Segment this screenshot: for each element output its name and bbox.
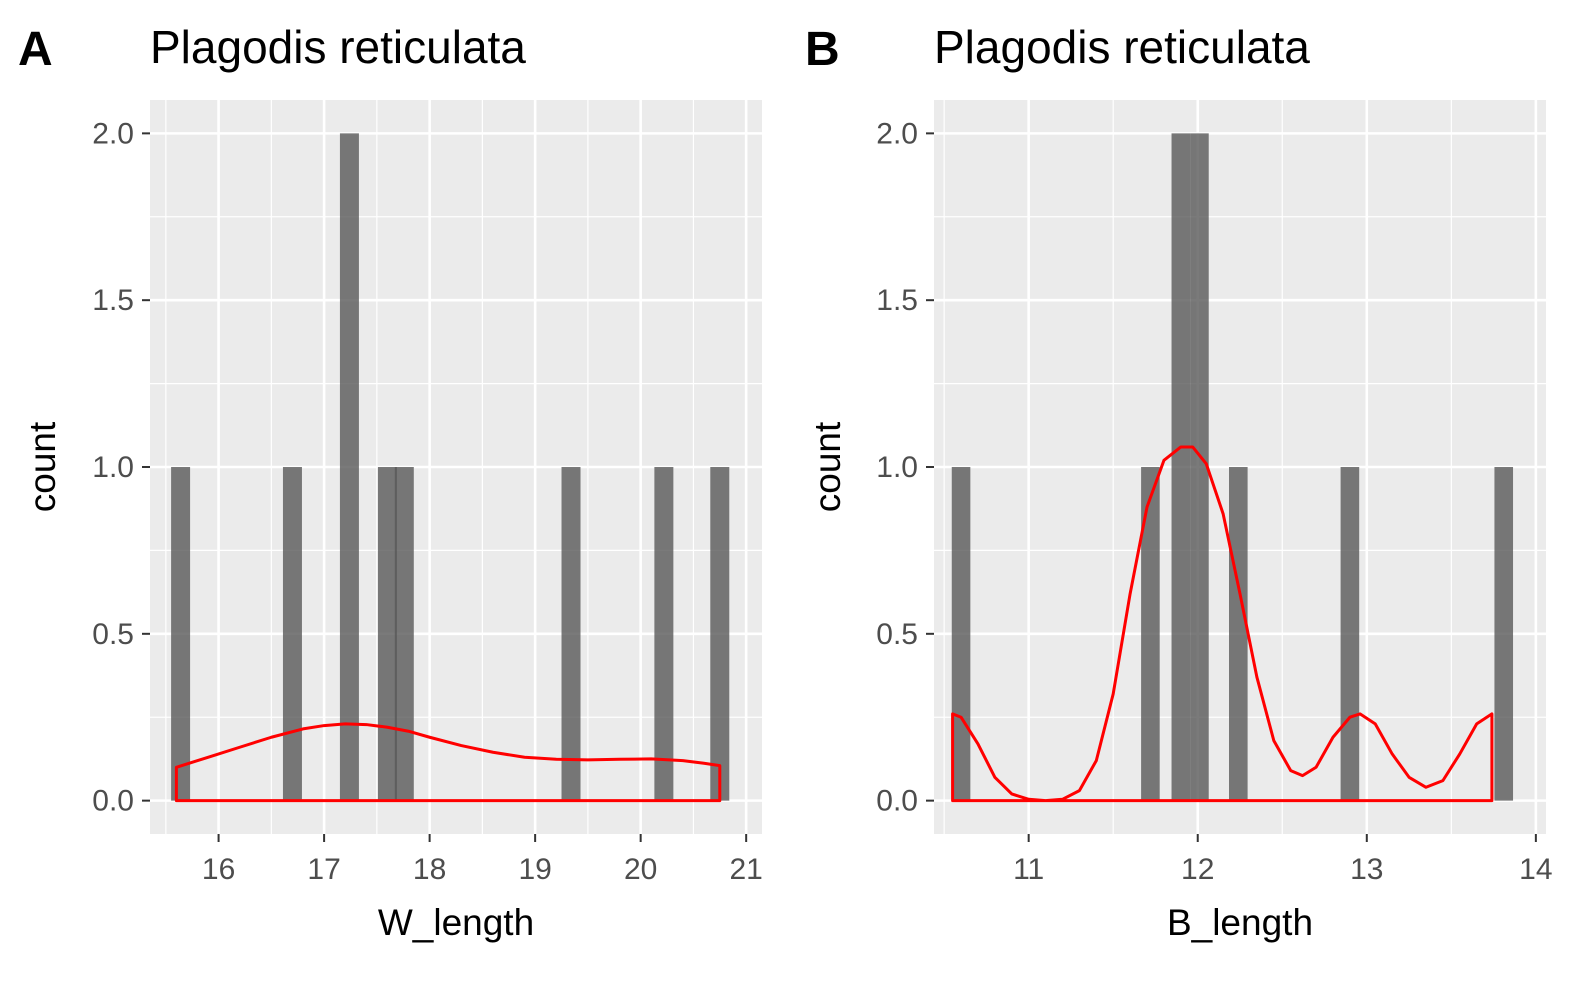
panel-a-x-ticks: 16 17 18 19 20 21 [202,834,763,886]
x-tick-label: 13 [1350,853,1383,886]
panel-b-tag: B [805,23,840,76]
histogram-bar [654,467,674,801]
histogram-bar [1171,133,1191,801]
x-tick-label: 16 [202,853,235,886]
histogram-bar [710,467,730,801]
x-tick-label: 11 [1013,853,1044,886]
histogram-bar [1141,467,1160,801]
x-tick-label: 18 [413,853,446,886]
panel-a-bars [171,133,730,801]
panel-a-y-axis-title: count [22,421,63,512]
histogram-bar [1229,467,1248,801]
panel-b-density [951,445,1494,803]
y-tick-label: 0.0 [92,785,134,818]
histogram-bar [1340,467,1360,801]
panel-b-x-axis-title: B_length [1167,902,1313,943]
y-tick-label: 2.0 [92,117,134,150]
panel-b: B Plagodis reticulata 11 12 13 14 0.0 0.5 1.0… [805,21,1553,943]
x-tick-label: 17 [307,853,340,886]
panel-b-y-axis-title: count [807,421,848,512]
y-tick-label: 0.0 [876,785,918,818]
density-curve [951,445,1494,803]
x-tick-label: 21 [729,853,762,886]
panel-b-title: Plagodis reticulata [934,21,1310,73]
x-tick-label: 19 [518,853,551,886]
histogram-bar [171,467,191,801]
panel-a-title: Plagodis reticulata [150,21,526,73]
histogram-bar [394,467,414,801]
panel-a-x-axis-title: W_length [378,902,534,943]
panel-b-y-ticks: 0.0 0.5 1.0 1.5 2.0 [876,117,934,818]
y-tick-label: 0.5 [92,618,134,651]
histogram-bar [1190,133,1209,801]
panel-a-tag: A [18,23,53,76]
histogram-bar [951,467,971,801]
x-tick-label: 20 [624,853,657,886]
y-tick-label: 1.5 [92,284,134,317]
x-tick-label: 12 [1181,853,1214,886]
y-tick-label: 0.5 [876,618,918,651]
histogram-bar [377,467,397,801]
x-tick-label: 14 [1519,853,1552,886]
histogram-bar [339,133,359,801]
panel-b-x-ticks: 11 12 13 14 [1013,834,1553,886]
histogram-bar [282,467,302,801]
panel-a: A Plagodis reticulata 16 17 18 19 20 21 0.00.… [18,21,763,943]
histogram-bar [1494,467,1514,801]
y-tick-label: 1.0 [92,451,134,484]
panel-a-y-ticks: 0.0 0.5 1.0 1.5 2.0 [92,117,150,818]
histogram-bar [561,467,581,801]
y-tick-label: 1.0 [876,451,918,484]
density-curve [174,722,722,803]
y-tick-label: 2.0 [876,117,918,150]
panel-a-density [174,722,722,803]
y-tick-label: 1.5 [876,284,918,317]
